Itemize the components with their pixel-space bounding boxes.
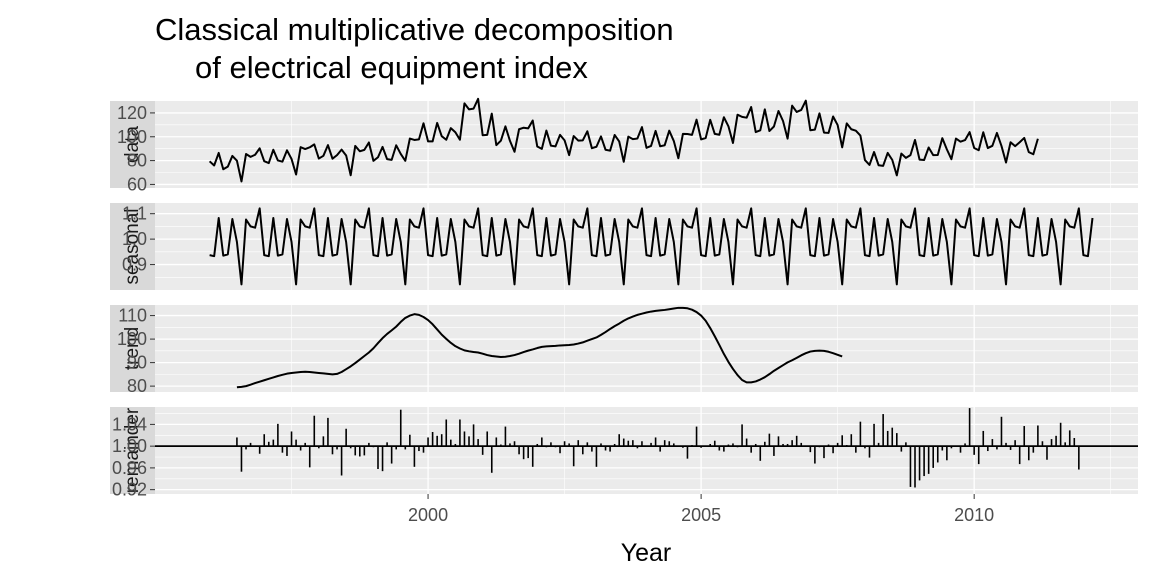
y-tick-label: 120 [117, 103, 147, 123]
strip-label-data: data [122, 126, 143, 163]
series-line-trend [236, 306, 843, 389]
strip-data [110, 101, 155, 188]
y-tick-label: 1.04 [112, 414, 147, 434]
y-tick-label: 110 [118, 306, 147, 326]
y-tick-label: 0.92 [112, 480, 147, 500]
y-tick-label: 1.0 [122, 229, 147, 249]
x-tick-label: 2005 [681, 505, 721, 525]
chart-title-line-1: Classical multiplicative decomposition [155, 12, 674, 47]
strip-label-trend: trend [122, 327, 143, 370]
y-tick-label: 80 [127, 151, 147, 171]
y-tick-label: 0.9 [122, 255, 147, 275]
x-axis: 2000 2005 2010 [408, 494, 994, 525]
strip-remainder [110, 407, 155, 494]
y-tick-label: 0.96 [112, 458, 147, 478]
x-tick-label: 2000 [408, 505, 448, 525]
strip-trend [110, 305, 155, 392]
y-tick-label: 90 [127, 353, 147, 373]
y-tick-label: 80 [127, 376, 147, 396]
panel-background [155, 407, 1138, 494]
y-tick-label: 100 [117, 127, 147, 147]
x-tick-label: 2010 [954, 505, 994, 525]
panel-background [155, 305, 1138, 392]
y-tick-label: 100 [117, 329, 147, 349]
strip-seasonal [110, 203, 155, 290]
y-tick-label: 1.00 [112, 436, 147, 456]
panel-data: data 60 80 100 120 [110, 97, 1138, 194]
x-axis-title: Year [621, 539, 672, 567]
strip-label-remainder: remainder [122, 407, 143, 493]
y-tick-label: 1.1 [122, 204, 147, 224]
series-line-seasonal [209, 207, 1094, 286]
chart-title-line-2: of electrical equipment index [195, 50, 588, 85]
panel-trend: trend 80 90 100 110 [110, 305, 1138, 396]
strip-label-seasonal: seasonal [122, 208, 143, 284]
y-tick-label: 60 [127, 174, 147, 194]
series-line-data [208, 97, 1039, 183]
